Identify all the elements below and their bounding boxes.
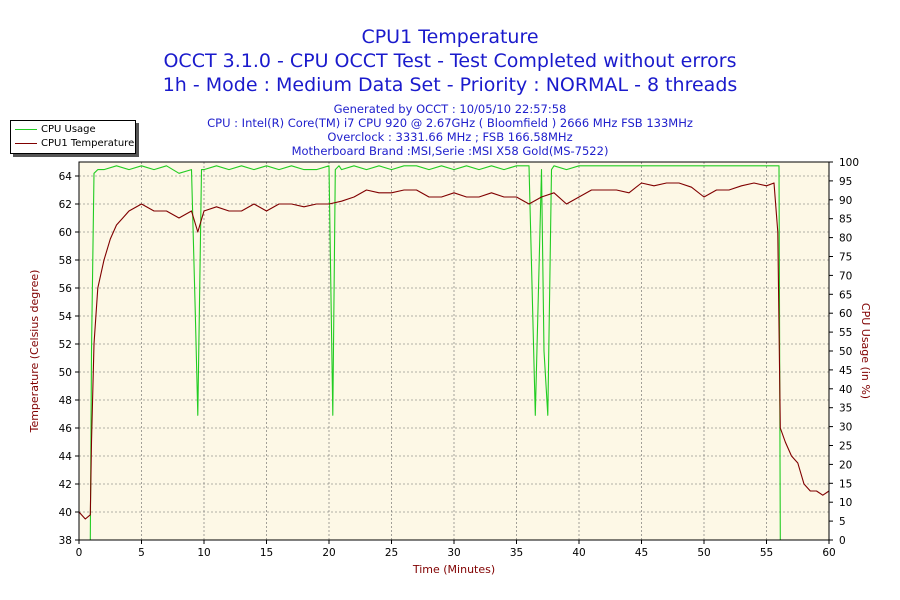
y-right-tick-label: 45 (839, 365, 852, 377)
y-left-tick-label: 44 (59, 451, 73, 463)
x-tick-label: 15 (260, 547, 273, 559)
x-tick-label: 55 (760, 547, 773, 559)
y-left-tick-label: 60 (59, 227, 72, 239)
y-left-tick-label: 50 (59, 367, 72, 379)
y-right-tick-label: 30 (839, 422, 852, 434)
y-right-tick-label: 85 (839, 214, 852, 226)
info-overclock: Overclock : 3331.66 MHz ; FSB 166.58MHz (327, 130, 573, 144)
x-tick-label: 40 (572, 547, 585, 559)
x-axis-label: Time (Minutes) (412, 563, 495, 576)
legend-swatch-cpu-usage (15, 128, 37, 130)
y-right-tick-label: 20 (839, 459, 852, 471)
plot-border (78, 161, 830, 541)
y-left-tick-label: 58 (59, 255, 72, 267)
legend-swatch-cpu-temperature (15, 142, 37, 144)
y-right-tick-label: 5 (839, 516, 846, 528)
y-left-tick-label: 48 (59, 395, 72, 407)
y-right-tick-label: 10 (839, 497, 852, 509)
y-left-axis-label: Temperature (Celsius degree) (28, 270, 41, 434)
y-left-tick-label: 40 (59, 507, 72, 519)
chart-subtitle-mode: 1h - Mode : Medium Data Set - Priority :… (162, 74, 738, 96)
y-right-tick-label: 25 (839, 441, 852, 453)
legend-item-cpu-temperature: CPU1 Temperature (15, 137, 134, 151)
y-left-tick-label: 64 (59, 171, 73, 183)
y-right-axis-label: CPU Usage (in %) (859, 303, 872, 399)
x-tick-label: 5 (138, 547, 145, 559)
y-left-tick-label: 46 (59, 423, 73, 435)
legend-item-cpu-usage: CPU Usage (15, 123, 96, 137)
y-right-tick-label: 40 (839, 384, 852, 396)
y-right-tick-label: 90 (839, 195, 852, 207)
x-tick-label: 0 (76, 547, 83, 559)
chart-title: CPU1 Temperature (361, 26, 539, 48)
y-right-tick-label: 0 (839, 535, 846, 547)
x-tick-label: 20 (322, 547, 335, 559)
y-left-tick-label: 52 (59, 339, 72, 351)
x-tick-label: 35 (510, 547, 523, 559)
legend-label-cpu-usage: CPU Usage (41, 124, 96, 135)
chart-legend: CPU Usage CPU1 Temperature (10, 120, 136, 154)
y-right-tick-label: 55 (839, 327, 852, 339)
x-tick-label: 60 (822, 547, 835, 559)
y-left-tick-label: 42 (59, 479, 72, 491)
series-line-cpu1-temperature (78, 182, 830, 520)
y-right-tick-label: 35 (839, 403, 852, 415)
y-right-tick-label: 15 (839, 478, 852, 490)
legend-label-cpu-temperature: CPU1 Temperature (41, 138, 135, 149)
y-right-tick-label: 50 (839, 346, 852, 358)
y-left-tick-label: 54 (59, 311, 73, 323)
y-right-tick-label: 60 (839, 308, 852, 320)
y-left-tick-label: 62 (59, 199, 72, 211)
y-left-tick-label: 38 (59, 535, 72, 547)
x-tick-label: 25 (385, 547, 398, 559)
y-right-tick-label: 100 (839, 157, 859, 169)
info-motherboard: Motherboard Brand :MSI,Serie :MSI X58 Go… (291, 144, 609, 158)
info-cpu: CPU : Intel(R) Core(TM) i7 CPU 920 @ 2.6… (207, 116, 693, 130)
y-right-tick-label: 80 (839, 233, 852, 245)
chart-subtitle-test: OCCT 3.1.0 - CPU OCCT Test - Test Comple… (163, 50, 737, 72)
y-right-tick-label: 75 (839, 252, 852, 264)
x-tick-label: 10 (197, 547, 210, 559)
series-line-cpu-usage (79, 165, 829, 541)
y-right-tick-label: 70 (839, 270, 852, 282)
x-tick-label: 50 (697, 547, 710, 559)
x-tick-label: 45 (635, 547, 648, 559)
x-tick-label: 30 (447, 547, 460, 559)
y-right-tick-label: 95 (839, 176, 852, 188)
info-generated: Generated by OCCT : 10/05/10 22:57:58 (333, 102, 567, 116)
y-right-tick-label: 65 (839, 289, 852, 301)
y-left-tick-label: 56 (59, 283, 73, 295)
